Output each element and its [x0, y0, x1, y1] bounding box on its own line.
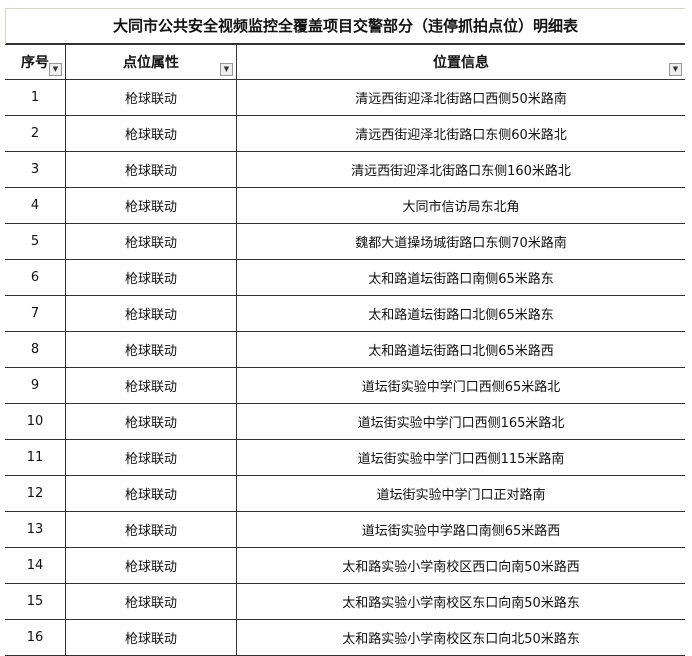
cell-seq: 16 [5, 619, 66, 656]
table-row: 9 枪球联动 道坛街实验中学门口西侧65米路北 [5, 367, 685, 404]
cell-seq: 2 [5, 115, 66, 152]
cell-type: 枪球联动 [65, 367, 237, 404]
table-row: 10 枪球联动 道坛街实验中学门口西侧165米路北 [5, 403, 685, 440]
cell-type: 枪球联动 [65, 511, 237, 548]
cell-location: 大同市信访局东北角 [236, 187, 685, 224]
header-row: 序号 ▼ 点位属性 ▼ 位置信息 ▼ [5, 45, 685, 80]
cell-type: 枪球联动 [65, 259, 237, 296]
cell-type: 枪球联动 [65, 439, 237, 476]
cell-seq: 7 [5, 295, 66, 332]
dropdown-arrow-icon[interactable]: ▼ [220, 63, 233, 76]
table-row: 4 枪球联动 大同市信访局东北角 [5, 187, 685, 224]
cell-location: 清远西街迎泽北街路口西侧50米路南 [236, 79, 685, 116]
dropdown-arrow-icon[interactable]: ▼ [49, 63, 62, 76]
cell-seq: 15 [5, 583, 66, 620]
dropdown-arrow-icon[interactable]: ▼ [669, 63, 682, 76]
cell-type: 枪球联动 [65, 619, 237, 656]
cell-type: 枪球联动 [65, 115, 237, 152]
cell-seq: 14 [5, 547, 66, 584]
cell-location: 道坛街实验中学门口西侧115米路南 [236, 439, 685, 476]
cell-type: 枪球联动 [65, 151, 237, 188]
cell-seq: 6 [5, 259, 66, 296]
cell-seq: 9 [5, 367, 66, 404]
cell-location: 魏都大道操场城街路口东侧70米路南 [236, 223, 685, 260]
cell-type: 枪球联动 [65, 583, 237, 620]
table-row: 15 枪球联动 太和路实验小学南校区东口向南50米路东 [5, 583, 685, 620]
table-row: 7 枪球联动 太和路道坛街路口北侧65米路东 [5, 295, 685, 332]
cell-location: 道坛街实验中学门口西侧165米路北 [236, 403, 685, 440]
cell-seq: 10 [5, 403, 66, 440]
cell-seq: 13 [5, 511, 66, 548]
table-row: 3 枪球联动 清远西街迎泽北街路口东侧160米路北 [5, 151, 685, 188]
table-row: 1 枪球联动 清远西街迎泽北街路口西侧50米路南 [5, 79, 685, 116]
table-title: 大同市公共安全视频监控全覆盖项目交警部分（违停抓拍点位）明细表 [5, 8, 685, 45]
cell-type: 枪球联动 [65, 187, 237, 224]
cell-type: 枪球联动 [65, 403, 237, 440]
cell-type: 枪球联动 [65, 331, 237, 368]
cell-type: 枪球联动 [65, 475, 237, 512]
table-row: 13 枪球联动 道坛街实验中学路口南侧65米路西 [5, 511, 685, 548]
table-row: 5 枪球联动 魏都大道操场城街路口东侧70米路南 [5, 223, 685, 260]
table-row: 11 枪球联动 道坛街实验中学门口西侧115米路南 [5, 439, 685, 476]
cell-location: 清远西街迎泽北街路口东侧160米路北 [236, 151, 685, 188]
cell-seq: 11 [5, 439, 66, 476]
cell-location: 道坛街实验中学路口南侧65米路西 [236, 511, 685, 548]
cell-seq: 12 [5, 475, 66, 512]
cell-location: 太和路道坛街路口北侧65米路东 [236, 295, 685, 332]
cell-location: 道坛街实验中学门口西侧65米路北 [236, 367, 685, 404]
cell-seq: 5 [5, 223, 66, 260]
cell-type: 枪球联动 [65, 547, 237, 584]
cell-seq: 4 [5, 187, 66, 224]
detail-table: 序号 ▼ 点位属性 ▼ 位置信息 ▼ 1 枪球联动 清远西街迎泽北街路口西侧50米路南 2 枪… [5, 45, 685, 656]
cell-location: 清远西街迎泽北街路口东侧60米路北 [236, 115, 685, 152]
spreadsheet: 大同市公共安全视频监控全覆盖项目交警部分（违停抓拍点位）明细表 序号 ▼ 点位属性… [5, 8, 685, 656]
cell-location: 太和路实验小学南校区东口向南50米路东 [236, 583, 685, 620]
header-seq: 序号 ▼ [5, 45, 66, 80]
cell-location: 太和路实验小学南校区西口向南50米路西 [236, 547, 685, 584]
table-row: 8 枪球联动 太和路道坛街路口北侧65米路西 [5, 331, 685, 368]
cell-type: 枪球联动 [65, 295, 237, 332]
table-row: 14 枪球联动 太和路实验小学南校区西口向南50米路西 [5, 547, 685, 584]
cell-seq: 8 [5, 331, 66, 368]
cell-location: 太和路实验小学南校区东口向北50米路东 [236, 619, 685, 656]
cell-seq: 3 [5, 151, 66, 188]
table-row: 12 枪球联动 道坛街实验中学门口正对路南 [5, 475, 685, 512]
cell-location: 太和路道坛街路口南侧65米路东 [236, 259, 685, 296]
cell-type: 枪球联动 [65, 223, 237, 260]
header-location: 位置信息 ▼ [236, 45, 685, 80]
header-type: 点位属性 ▼ [65, 45, 237, 80]
cell-type: 枪球联动 [65, 79, 237, 116]
cell-location: 太和路道坛街路口北侧65米路西 [236, 331, 685, 368]
table-row: 2 枪球联动 清远西街迎泽北街路口东侧60米路北 [5, 115, 685, 152]
table-row: 16 枪球联动 太和路实验小学南校区东口向北50米路东 [5, 619, 685, 656]
table-row: 6 枪球联动 太和路道坛街路口南侧65米路东 [5, 259, 685, 296]
cell-seq: 1 [5, 79, 66, 116]
cell-location: 道坛街实验中学门口正对路南 [236, 475, 685, 512]
